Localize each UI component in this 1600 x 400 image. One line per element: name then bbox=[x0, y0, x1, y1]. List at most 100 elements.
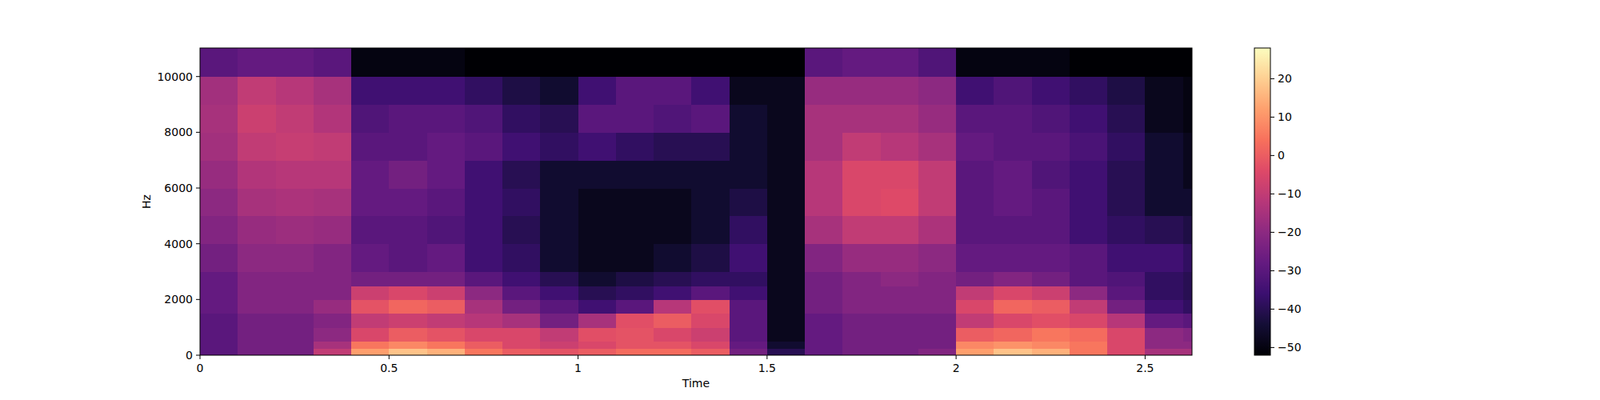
cell bbox=[1032, 188, 1071, 216]
y-tick-label: 6000 bbox=[164, 181, 193, 195]
cell bbox=[729, 104, 768, 133]
cell bbox=[1032, 132, 1071, 160]
cell bbox=[993, 244, 1032, 272]
cell bbox=[200, 348, 239, 356]
cell bbox=[200, 244, 239, 272]
cell bbox=[616, 48, 655, 77]
cell bbox=[729, 188, 768, 216]
cell bbox=[313, 327, 352, 342]
cell bbox=[880, 48, 920, 77]
cell bbox=[616, 132, 655, 160]
cell bbox=[578, 132, 617, 160]
cell bbox=[842, 299, 881, 314]
cell bbox=[578, 216, 617, 244]
cell bbox=[1032, 285, 1071, 300]
cell bbox=[1107, 188, 1146, 216]
cell bbox=[918, 188, 957, 216]
cell bbox=[1032, 160, 1071, 188]
cell bbox=[767, 76, 806, 105]
cell bbox=[1107, 76, 1146, 105]
cell bbox=[729, 160, 768, 188]
cell bbox=[540, 272, 579, 287]
cell bbox=[276, 104, 315, 133]
cell bbox=[880, 244, 920, 272]
cell bbox=[842, 285, 881, 300]
cell bbox=[351, 160, 390, 188]
cell bbox=[1144, 272, 1184, 287]
y-tick-label: 8000 bbox=[164, 125, 193, 139]
cell bbox=[616, 341, 655, 349]
cell bbox=[540, 160, 579, 188]
spectrogram bbox=[200, 48, 1192, 356]
cell bbox=[1107, 160, 1146, 188]
cell bbox=[388, 160, 428, 188]
cell bbox=[1069, 104, 1108, 133]
cell bbox=[502, 216, 541, 244]
cell bbox=[464, 285, 504, 300]
cell bbox=[956, 76, 995, 105]
cell bbox=[616, 313, 655, 328]
y-tick bbox=[196, 299, 200, 300]
cell bbox=[842, 341, 881, 349]
cell bbox=[842, 132, 881, 160]
cell bbox=[540, 76, 579, 105]
cell bbox=[1107, 244, 1146, 272]
cell bbox=[1183, 76, 1192, 105]
cell bbox=[956, 341, 995, 349]
x-tick bbox=[388, 355, 390, 360]
cell bbox=[1107, 348, 1146, 356]
cell bbox=[1144, 160, 1184, 188]
cell bbox=[956, 327, 995, 342]
cell bbox=[200, 313, 239, 328]
cell bbox=[729, 313, 768, 328]
cell bbox=[351, 188, 390, 216]
cell bbox=[804, 216, 844, 244]
cell bbox=[880, 132, 920, 160]
cell bbox=[880, 188, 920, 216]
cell bbox=[1032, 244, 1071, 272]
cell bbox=[653, 160, 692, 188]
cell bbox=[427, 104, 466, 133]
cell bbox=[767, 216, 806, 244]
cell bbox=[918, 341, 957, 349]
cell bbox=[804, 327, 844, 342]
cell bbox=[918, 160, 957, 188]
cell bbox=[1183, 341, 1192, 349]
cell bbox=[427, 48, 466, 77]
cell bbox=[464, 104, 504, 133]
cell bbox=[993, 188, 1032, 216]
cell bbox=[502, 244, 541, 272]
cell bbox=[1032, 313, 1071, 328]
cell bbox=[804, 76, 844, 105]
cell bbox=[237, 299, 276, 314]
x-tick bbox=[956, 355, 957, 360]
cell bbox=[767, 313, 806, 328]
cell bbox=[388, 313, 428, 328]
cell bbox=[276, 160, 315, 188]
cell bbox=[918, 244, 957, 272]
cell bbox=[956, 285, 995, 300]
colorbar-tick-label: −30 bbox=[1277, 264, 1302, 277]
cell bbox=[427, 160, 466, 188]
cell bbox=[1183, 188, 1192, 216]
cell bbox=[237, 244, 276, 272]
cell bbox=[313, 313, 352, 328]
cell bbox=[351, 48, 390, 77]
y-tick bbox=[196, 355, 200, 356]
cell bbox=[276, 341, 315, 349]
cell bbox=[729, 299, 768, 314]
cell bbox=[237, 313, 276, 328]
cell bbox=[653, 244, 692, 272]
cell bbox=[313, 285, 352, 300]
cell bbox=[767, 285, 806, 300]
cell bbox=[388, 244, 428, 272]
cell bbox=[502, 272, 541, 287]
cell bbox=[880, 104, 920, 133]
colorbar-tick-label: −40 bbox=[1277, 302, 1302, 316]
cell bbox=[388, 48, 428, 77]
cell bbox=[1032, 216, 1071, 244]
cell bbox=[1069, 188, 1108, 216]
cell bbox=[842, 216, 881, 244]
cell bbox=[729, 348, 768, 356]
cell bbox=[276, 132, 315, 160]
